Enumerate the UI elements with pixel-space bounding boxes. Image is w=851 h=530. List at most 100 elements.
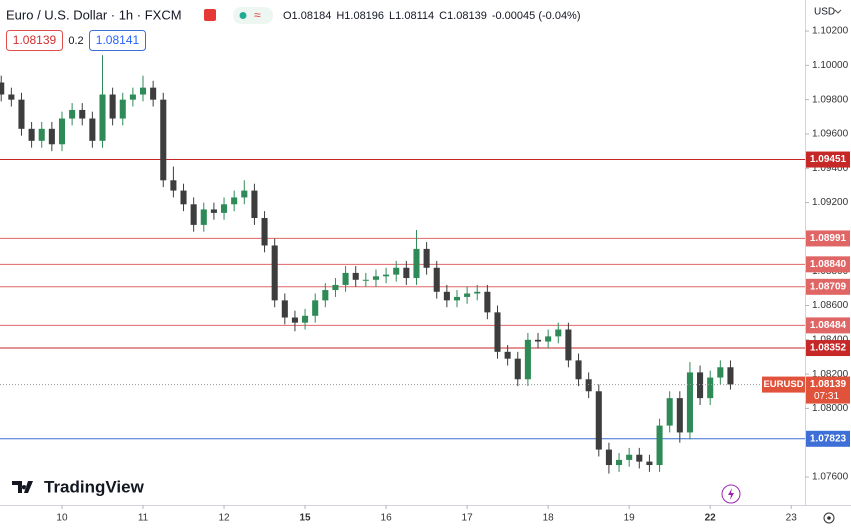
candle-body: [129, 94, 136, 100]
y-tick-label: 1.08200: [812, 369, 849, 380]
y-tick-label: 1.09400: [812, 163, 849, 174]
candle-body: [0, 82, 5, 95]
candle-body: [626, 454, 633, 460]
candle-body: [443, 291, 450, 301]
y-tick-label: 1.09600: [812, 129, 849, 140]
level-label-box: [806, 317, 850, 334]
level-label: 1.08709: [810, 281, 847, 292]
y-tick-label: 1.09800: [812, 94, 849, 105]
candle-body: [322, 290, 329, 301]
x-tick-label: 10: [56, 513, 68, 524]
x-tick-label: 22: [705, 513, 717, 524]
alert-icon[interactable]: [721, 484, 741, 504]
status-pill[interactable]: [233, 7, 273, 24]
candle-body: [99, 94, 106, 141]
candle-body: [403, 267, 410, 279]
ohlc-value: H1.08196: [336, 10, 384, 22]
candle-body: [38, 128, 45, 141]
candle-body: [109, 94, 116, 119]
level-label: 1.07823: [810, 433, 847, 444]
candle-body: [139, 87, 147, 95]
candle-body: [585, 379, 592, 392]
candle-body: [605, 449, 612, 466]
candle-body: [79, 109, 86, 119]
candle-body: [271, 245, 278, 301]
candle-body: [555, 329, 562, 337]
settings-icon[interactable]: [823, 512, 835, 524]
candle-body: [352, 272, 359, 280]
buy-price[interactable]: 1.08141: [96, 33, 140, 47]
candle-body: [302, 315, 309, 323]
candle-body: [636, 454, 643, 462]
x-tick-label: 23: [786, 513, 798, 524]
candle-body: [484, 291, 491, 313]
candle-body: [474, 291, 481, 294]
sell-price[interactable]: 1.08139: [13, 33, 57, 47]
level-label: 1.08484: [810, 320, 847, 331]
candle-body: [8, 94, 15, 100]
currency-caret: [834, 9, 842, 14]
x-tick-label: 19: [624, 513, 636, 524]
candle-body: [372, 276, 380, 280]
candle-body: [291, 317, 298, 323]
spread: 0.2: [68, 35, 83, 47]
flag-icon[interactable]: [204, 9, 216, 21]
candle-body: [58, 118, 66, 145]
candle-body: [666, 398, 673, 426]
candle-body: [383, 274, 390, 277]
symbol-title: Euro / U.S. Dollar · 1h · FXCM: [6, 7, 182, 22]
candle-body: [210, 209, 217, 213]
level-label: 1.08352: [810, 343, 847, 354]
candle-body: [413, 248, 420, 279]
candle-body: [686, 372, 693, 433]
candle-body: [241, 190, 248, 198]
candle-body: [48, 128, 55, 145]
candle-body: [261, 218, 268, 246]
ohlc-values: O1.08184 H1.08196 L1.08114 C1.08139 -0.00045…: [283, 10, 581, 22]
candle-body: [119, 99, 126, 119]
buy-box[interactable]: [89, 30, 146, 51]
level-label-box: [806, 278, 850, 295]
x-tick-label: 15: [300, 513, 312, 524]
candle-body: [453, 296, 461, 301]
level-label: 1.08991: [810, 233, 847, 244]
candle-body: [251, 190, 258, 219]
candle-body: [150, 87, 157, 100]
candle-body: [332, 284, 339, 291]
ohlc-value: O1.08184: [283, 10, 331, 22]
y-tick-label: 1.10000: [812, 60, 849, 71]
ohlc-value: -0.00045 (-0.04%): [492, 10, 581, 22]
x-tick-label: 17: [462, 513, 474, 524]
candle-body: [656, 425, 663, 466]
ohlc-value: L1.08114: [389, 10, 434, 22]
y-tick-label: 1.07600: [812, 472, 849, 483]
candle-body: [717, 367, 724, 378]
level-label-box: [806, 340, 850, 357]
ohlc-value: C1.08139: [439, 10, 487, 22]
candle-body: [200, 209, 207, 225]
header: Euro / U.S. Dollar · 1h · FXCM ≈ O1.0818…: [6, 7, 842, 51]
sell-box[interactable]: [6, 30, 63, 51]
last-price-label: 1.08139: [810, 379, 847, 390]
candle-body: [281, 300, 288, 318]
plot-area: [0, 55, 805, 474]
last-price-box: [806, 376, 850, 404]
candle-body: [494, 312, 501, 352]
countdown: 07:31: [814, 391, 839, 402]
symbol-label: EURUSD: [763, 379, 803, 390]
candle-body: [393, 267, 400, 275]
logo-mark: [12, 481, 33, 493]
settings-icon-center: [827, 516, 831, 520]
alert-bolt: [728, 488, 734, 500]
candle-body: [362, 279, 369, 281]
candle-body: [89, 118, 96, 141]
candle-body: [514, 358, 521, 380]
y-tick-label: 1.10200: [812, 26, 849, 37]
candle-body: [231, 197, 238, 205]
candle-body: [69, 109, 76, 119]
currency[interactable]: USD: [814, 7, 835, 18]
candle-body: [707, 377, 714, 399]
